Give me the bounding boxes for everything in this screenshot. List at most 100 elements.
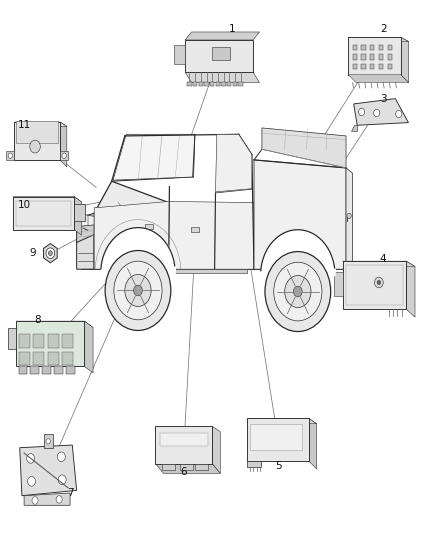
Bar bbox=[379, 45, 383, 50]
Circle shape bbox=[274, 262, 322, 321]
Text: 3: 3 bbox=[380, 94, 387, 103]
Polygon shape bbox=[195, 464, 208, 470]
Circle shape bbox=[62, 153, 67, 158]
Polygon shape bbox=[14, 122, 67, 126]
Circle shape bbox=[396, 110, 402, 118]
Polygon shape bbox=[254, 160, 346, 269]
Text: 8: 8 bbox=[34, 315, 41, 325]
Text: 7: 7 bbox=[67, 488, 74, 498]
Bar bbox=[19, 352, 30, 365]
Polygon shape bbox=[185, 72, 259, 83]
Circle shape bbox=[285, 276, 311, 308]
Polygon shape bbox=[94, 181, 169, 269]
Bar bbox=[348, 37, 401, 75]
Polygon shape bbox=[84, 321, 93, 373]
Polygon shape bbox=[24, 493, 70, 505]
Bar bbox=[193, 82, 197, 86]
Polygon shape bbox=[212, 426, 220, 473]
Polygon shape bbox=[77, 235, 94, 269]
Text: 11: 11 bbox=[18, 120, 31, 130]
Circle shape bbox=[125, 274, 151, 306]
Bar bbox=[221, 82, 226, 86]
Circle shape bbox=[46, 248, 55, 259]
Polygon shape bbox=[334, 272, 343, 296]
Bar bbox=[199, 82, 203, 86]
Bar bbox=[379, 64, 383, 69]
Bar bbox=[353, 45, 357, 50]
Bar bbox=[17, 120, 58, 142]
Polygon shape bbox=[43, 244, 57, 263]
Text: 1: 1 bbox=[229, 25, 236, 34]
Bar bbox=[145, 224, 153, 229]
Polygon shape bbox=[113, 134, 195, 180]
Polygon shape bbox=[31, 367, 39, 374]
Bar bbox=[17, 200, 71, 226]
Bar bbox=[62, 334, 73, 348]
Polygon shape bbox=[94, 201, 254, 269]
Polygon shape bbox=[66, 367, 74, 374]
Bar bbox=[212, 47, 230, 60]
Text: 10: 10 bbox=[18, 200, 31, 210]
Bar bbox=[155, 426, 212, 464]
Circle shape bbox=[28, 477, 35, 486]
Bar bbox=[48, 352, 59, 365]
Bar bbox=[388, 45, 392, 50]
Bar bbox=[187, 82, 192, 86]
Circle shape bbox=[49, 251, 53, 256]
Bar bbox=[250, 424, 302, 450]
Bar bbox=[19, 334, 30, 348]
Circle shape bbox=[57, 452, 65, 462]
Polygon shape bbox=[17, 321, 93, 327]
Polygon shape bbox=[60, 122, 67, 167]
Polygon shape bbox=[42, 367, 51, 374]
Bar bbox=[238, 82, 243, 86]
Polygon shape bbox=[401, 37, 409, 83]
Polygon shape bbox=[77, 215, 94, 227]
Circle shape bbox=[347, 213, 351, 219]
Text: 6: 6 bbox=[180, 467, 187, 477]
Bar bbox=[361, 45, 366, 50]
Bar bbox=[215, 82, 220, 86]
Bar bbox=[160, 433, 208, 447]
Bar bbox=[370, 64, 374, 69]
Polygon shape bbox=[54, 367, 63, 374]
Bar bbox=[204, 82, 208, 86]
Polygon shape bbox=[180, 464, 193, 470]
Polygon shape bbox=[215, 134, 252, 192]
Circle shape bbox=[374, 277, 383, 288]
Circle shape bbox=[377, 280, 381, 285]
Bar bbox=[370, 45, 374, 50]
Text: 2: 2 bbox=[380, 25, 387, 34]
Bar bbox=[247, 418, 309, 461]
Polygon shape bbox=[74, 197, 81, 235]
Circle shape bbox=[374, 109, 380, 117]
Bar bbox=[353, 54, 357, 60]
Polygon shape bbox=[20, 445, 77, 496]
Bar bbox=[346, 265, 403, 305]
Text: 4: 4 bbox=[380, 254, 387, 263]
Circle shape bbox=[134, 285, 142, 296]
Polygon shape bbox=[60, 151, 68, 160]
Polygon shape bbox=[74, 204, 85, 221]
Bar bbox=[227, 82, 231, 86]
Bar bbox=[48, 334, 59, 348]
Polygon shape bbox=[247, 418, 317, 424]
Bar bbox=[14, 122, 60, 160]
Bar bbox=[13, 197, 74, 230]
Bar bbox=[33, 352, 44, 365]
Polygon shape bbox=[18, 367, 27, 374]
Polygon shape bbox=[247, 461, 261, 467]
Bar bbox=[343, 261, 406, 309]
Circle shape bbox=[58, 475, 66, 484]
Polygon shape bbox=[309, 418, 317, 469]
Bar bbox=[361, 54, 366, 60]
Polygon shape bbox=[103, 269, 247, 273]
Circle shape bbox=[105, 251, 171, 330]
Circle shape bbox=[358, 108, 364, 116]
Polygon shape bbox=[406, 261, 415, 317]
Polygon shape bbox=[185, 32, 259, 40]
Polygon shape bbox=[8, 328, 17, 349]
Polygon shape bbox=[343, 261, 415, 266]
Polygon shape bbox=[348, 75, 409, 83]
Circle shape bbox=[293, 286, 302, 297]
